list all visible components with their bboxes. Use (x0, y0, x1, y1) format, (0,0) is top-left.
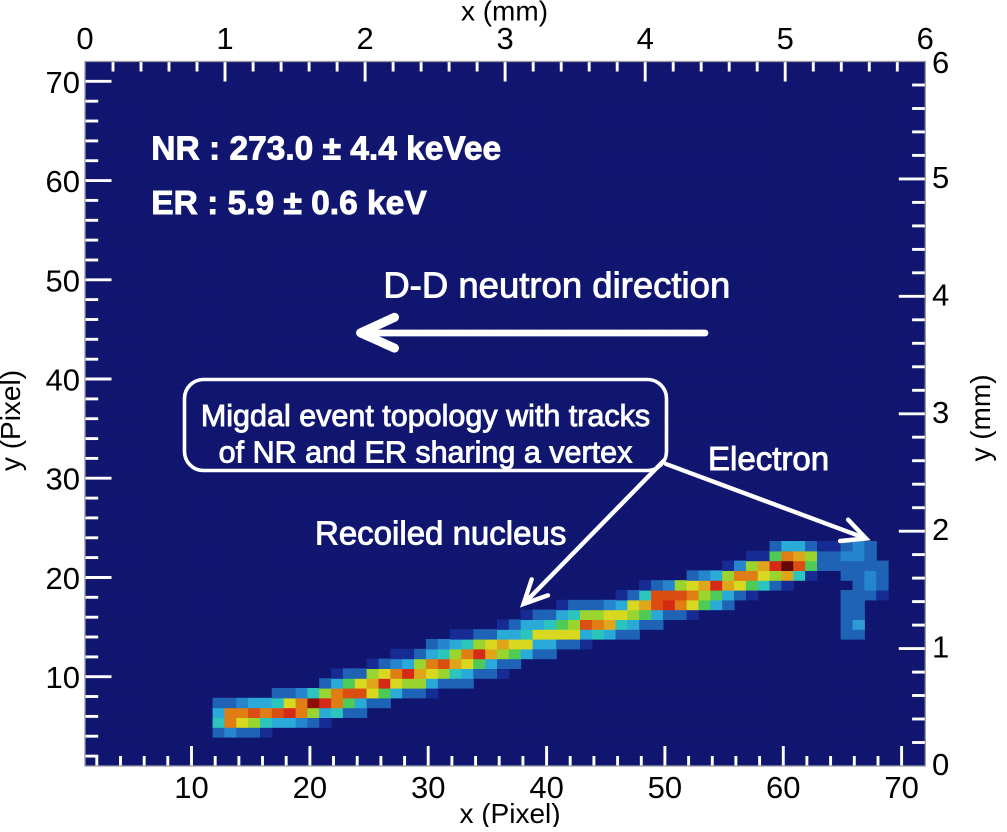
svg-text:2: 2 (932, 512, 949, 547)
svg-text:20: 20 (293, 770, 327, 805)
svg-text:60: 60 (46, 164, 80, 199)
svg-text:30: 30 (411, 770, 445, 805)
svg-text:3: 3 (496, 21, 513, 56)
svg-text:y (Pixel): y (Pixel) (0, 370, 26, 471)
svg-text:2: 2 (356, 21, 373, 56)
svg-text:70: 70 (46, 65, 80, 100)
svg-text:30: 30 (46, 462, 80, 497)
svg-text:Migdal event topology with tra: Migdal event topology with tracks (201, 399, 650, 433)
svg-text:Electron: Electron (708, 440, 829, 477)
svg-text:50: 50 (648, 770, 682, 805)
svg-text:4: 4 (932, 277, 949, 312)
svg-text:y (mm): y (mm) (965, 374, 996, 461)
svg-text:1: 1 (932, 630, 949, 665)
svg-text:40: 40 (529, 770, 563, 805)
svg-text:5: 5 (932, 160, 949, 195)
svg-text:70: 70 (884, 770, 918, 805)
svg-text:x (Pixel): x (Pixel) (459, 798, 560, 827)
svg-text:4: 4 (637, 21, 654, 56)
svg-text:40: 40 (46, 363, 80, 398)
svg-text:6: 6 (932, 45, 949, 80)
svg-text:of NR and ER sharing a vertex: of NR and ER sharing a vertex (219, 436, 633, 470)
svg-text:50: 50 (46, 263, 80, 298)
svg-text:0: 0 (932, 747, 949, 782)
svg-text:1: 1 (216, 21, 233, 56)
svg-text:D-D neutron direction: D-D neutron direction (383, 265, 730, 306)
svg-text:6: 6 (917, 21, 934, 56)
svg-text:60: 60 (766, 770, 800, 805)
svg-text:10: 10 (174, 770, 208, 805)
svg-text:0: 0 (76, 21, 93, 56)
svg-text:Recoiled nucleus: Recoiled nucleus (315, 514, 566, 551)
svg-text:10: 10 (46, 660, 80, 695)
svg-text:x (mm): x (mm) (461, 0, 548, 27)
svg-text:3: 3 (932, 395, 949, 430)
svg-text:ER : 5.9 ± 0.6 keV: ER : 5.9 ± 0.6 keV (151, 185, 427, 222)
svg-text:20: 20 (46, 561, 80, 596)
svg-text:5: 5 (777, 21, 794, 56)
svg-text:NR : 273.0 ± 4.4 keVee: NR : 273.0 ± 4.4 keVee (151, 131, 501, 168)
